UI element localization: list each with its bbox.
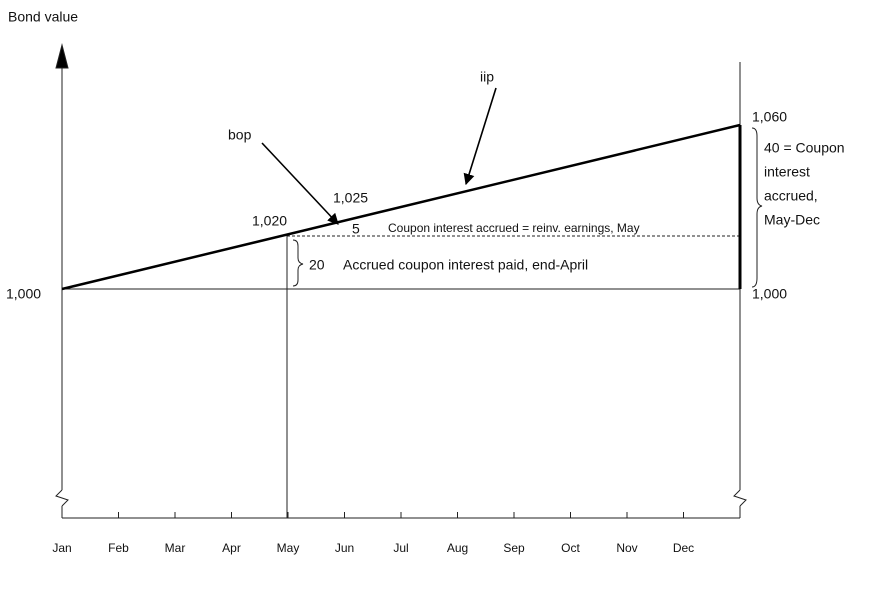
axes [55,43,747,519]
value-lines [61,87,742,291]
x-tick-label: Feb [108,541,129,555]
iip-label: iip [480,69,494,85]
end-value: 1,060 [752,109,787,125]
x-tick-label: Apr [222,541,241,555]
x-tick-label: Jul [393,541,408,555]
april-value: 1,020 [252,213,287,229]
april-paid: 20 [309,257,325,273]
may-dec-note: 40 = Coupon [764,140,845,156]
braces [292,127,763,288]
bop-label: bop [228,127,252,143]
x-ticks: Jan Feb Mar Apr May Jun Jul Aug Sep Oct Nov Dec [52,512,694,555]
may-accrued-note: Coupon interest accrued = reinv. earning… [388,221,640,235]
end-base-value: 1,000 [752,286,787,302]
x-tick-label: Oct [561,541,580,555]
x-tick-label: Dec [673,541,694,555]
may-value: 1,025 [333,190,368,206]
x-tick-label: Aug [447,541,468,555]
may-dec-note: accrued, [764,188,818,204]
april-paid-note: Accrued coupon interest paid, end-April [343,257,588,273]
x-tick-label: Sep [503,541,525,555]
may-dec-note: interest [764,164,810,180]
may-dec-note: May-Dec [764,212,820,228]
start-value: 1,000 [6,286,41,302]
x-tick-label: Mar [165,541,186,555]
x-tick-label: May [277,541,300,555]
x-tick-label: Nov [616,541,637,555]
may-accrued: 5 [352,221,360,237]
x-tick-label: Jan [52,541,71,555]
y-axis-label: Bond value [8,9,78,25]
x-tick-label: Jun [335,541,354,555]
